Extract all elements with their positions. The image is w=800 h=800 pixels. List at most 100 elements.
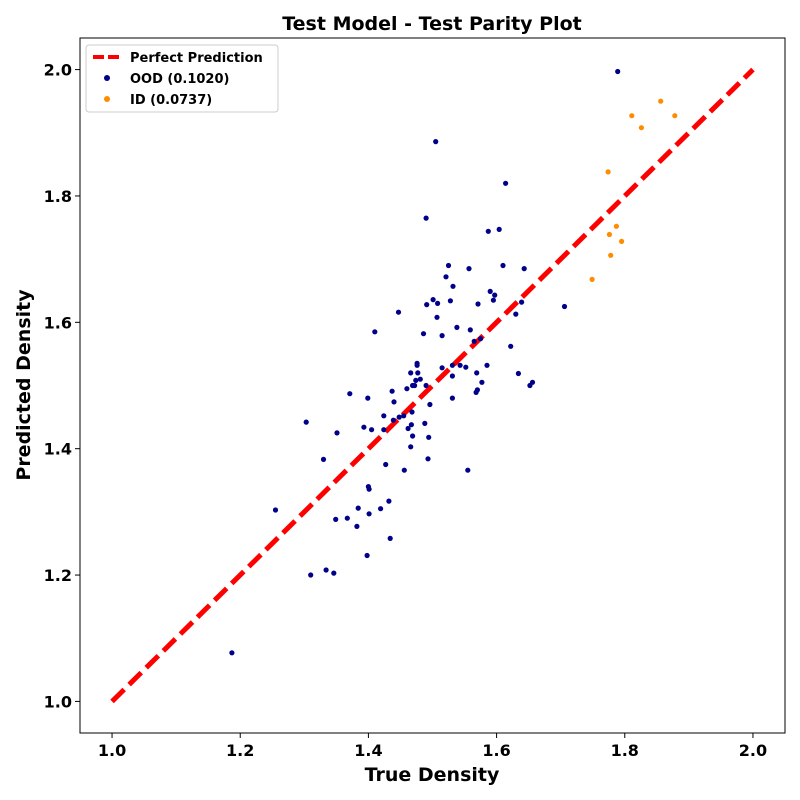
ood-point — [478, 336, 484, 342]
ood-point — [364, 552, 370, 559]
chart-title: Test Model - Test Parity Plot — [282, 13, 582, 35]
perfect-prediction-line-group — [110, 67, 755, 704]
ood-point — [475, 301, 481, 307]
ood-point — [463, 364, 469, 370]
ood-point — [333, 516, 339, 523]
ood-point — [490, 297, 496, 303]
ood-point — [439, 333, 445, 339]
id-point — [605, 169, 611, 175]
ood-point — [395, 309, 402, 315]
ood-point — [408, 370, 414, 376]
ood-point — [413, 377, 419, 383]
y-tick-label: 1.0 — [44, 692, 72, 711]
ood-point — [508, 343, 514, 349]
ood-point — [485, 228, 491, 234]
x-tick-label: 1.6 — [482, 741, 510, 760]
ood-point — [417, 376, 423, 382]
ood-point — [354, 523, 360, 530]
ood-point — [408, 444, 414, 450]
ood-point — [503, 180, 509, 186]
ood-point — [378, 506, 384, 512]
ood-point — [383, 461, 389, 468]
id-series — [589, 98, 678, 282]
ood-point — [387, 535, 393, 542]
ood-point — [372, 329, 378, 335]
ood-point — [344, 515, 350, 521]
ood-point — [366, 511, 372, 517]
ood-point — [445, 262, 452, 269]
ood-point — [361, 424, 367, 430]
id-point — [638, 125, 645, 131]
ood-point — [401, 413, 407, 419]
ood-point — [369, 427, 375, 433]
ood-point — [427, 401, 433, 408]
id-point — [589, 276, 595, 282]
y-axis-title: Predicted Density — [13, 289, 35, 481]
ood-point — [515, 370, 522, 377]
y-tick-label: 1.6 — [44, 313, 72, 332]
id-point — [613, 223, 620, 229]
y-tick-label: 1.8 — [44, 187, 72, 206]
ood-point — [347, 391, 353, 397]
legend-marker-ood — [104, 75, 110, 81]
ood-point — [519, 299, 525, 305]
ood-series — [229, 68, 621, 656]
ood-point — [424, 302, 430, 308]
ood-point — [426, 434, 432, 440]
y-tick-label: 2.0 — [44, 61, 72, 80]
ood-point — [435, 300, 441, 306]
ood-point — [381, 427, 387, 433]
ood-point — [303, 419, 309, 425]
ood-point — [479, 379, 485, 385]
ood-point — [513, 311, 519, 317]
id-point — [619, 238, 625, 244]
legend-marker-id — [104, 96, 110, 102]
ood-point — [409, 409, 415, 415]
x-tick-label: 2.0 — [739, 741, 767, 760]
ood-point — [449, 362, 455, 368]
ood-point — [401, 467, 407, 473]
ood-point — [391, 399, 397, 405]
ood-point — [465, 467, 471, 473]
ood-point — [320, 456, 327, 462]
ood-point — [422, 420, 428, 426]
ood-point — [466, 266, 472, 272]
ood-point — [420, 331, 427, 337]
ood-point — [425, 456, 431, 462]
ood-point — [390, 417, 396, 423]
ood-point — [408, 422, 414, 428]
id-point — [658, 98, 664, 104]
y-tick-label: 1.4 — [44, 440, 72, 459]
ood-point — [365, 395, 371, 401]
ood-point — [430, 297, 436, 303]
id-point — [608, 252, 614, 258]
y-tick-label: 1.2 — [44, 566, 72, 585]
ood-point — [521, 266, 527, 272]
ood-point — [561, 303, 568, 310]
ood-point — [434, 314, 440, 320]
legend-label-perfect-prediction: Perfect Prediction — [130, 51, 263, 66]
ood-point — [405, 425, 411, 432]
x-tick-label: 1.8 — [611, 741, 639, 760]
ood-point — [447, 298, 453, 304]
ood-point — [423, 382, 429, 389]
ood-point — [492, 292, 498, 298]
ood-point — [496, 226, 502, 232]
x-tick-label: 1.0 — [98, 741, 126, 760]
ood-point — [467, 327, 473, 333]
id-point — [629, 113, 635, 119]
ood-point — [414, 360, 420, 366]
perfect-prediction-line — [110, 67, 755, 704]
id-point — [606, 231, 613, 238]
x-tick-label: 1.2 — [226, 741, 254, 760]
ood-point — [381, 413, 387, 419]
ood-point — [423, 215, 429, 221]
ood-point — [529, 379, 536, 385]
ood-point — [443, 274, 449, 280]
ood-point — [450, 283, 456, 289]
ood-point — [439, 365, 445, 371]
ood-point — [396, 414, 402, 420]
ood-point — [272, 507, 279, 513]
axis-ticks: 1.0 1.2 1.4 1.6 1.8 2.0 1.0 1.2 1.4 1.6 1.8 2.0 — [44, 61, 767, 760]
